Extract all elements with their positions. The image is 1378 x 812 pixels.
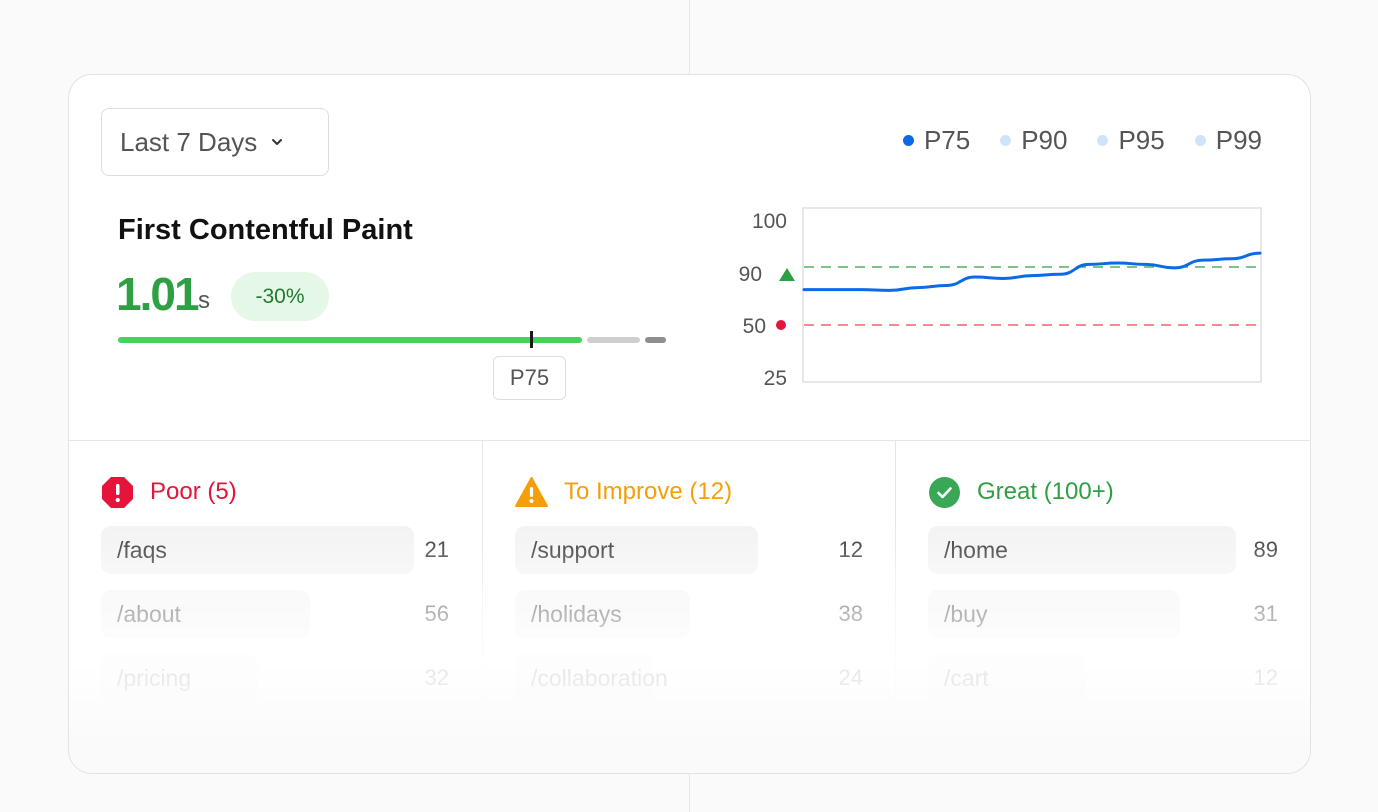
legend-dot-icon [1000, 135, 1012, 146]
legend-label: P95 [1118, 125, 1165, 155]
distribution-bar-poor [645, 337, 666, 343]
y-tick-label: 25 [764, 367, 787, 390]
performance-card: Last 7 Days P75 P90 P95 P99 First Conten… [68, 74, 1311, 774]
percentile-legend: P75 P90 P95 P99 [902, 125, 1262, 156]
group-great: Great (100+) /home 89 /buy 31 /cart 12 [928, 475, 1278, 702]
group-poor: Poor (5) /faqs 21 /about 56 /pricing 32 [101, 475, 449, 702]
page-path[interactable]: /buy [928, 590, 1180, 638]
list-item: /collaboration 24 [515, 654, 863, 702]
section-divider [69, 440, 1310, 441]
column-divider [895, 441, 896, 773]
group-label: To Improve (12) [564, 478, 733, 505]
page-path[interactable]: /cart [928, 654, 1086, 702]
triangle-up-icon [779, 268, 795, 281]
legend-dot-icon [1097, 135, 1109, 146]
page-count: 56 [424, 601, 449, 626]
group-label: Great (100+) [977, 478, 1114, 505]
date-range-dropdown[interactable]: Last 7 Days [101, 108, 329, 176]
page-count: 21 [424, 537, 449, 562]
page-count: 89 [1253, 537, 1278, 562]
legend-label: P99 [1215, 125, 1262, 155]
legend-item-p90[interactable]: P90 [1000, 125, 1067, 156]
page-count: 31 [1253, 601, 1278, 626]
p75-series-line [802, 251, 1262, 292]
fcp-trend-chart: 100 90 50 25 [739, 207, 1262, 390]
y-tick-label: 50 [743, 315, 766, 338]
column-divider [482, 441, 483, 773]
page-path[interactable]: /pricing [101, 654, 258, 702]
delta-badge: -30% [231, 272, 329, 321]
legend-item-p75[interactable]: P75 [902, 125, 971, 156]
chevron-down-icon [272, 139, 283, 145]
group-header: To Improve (12) [515, 475, 863, 509]
page-count: 12 [1253, 665, 1278, 690]
distribution-bar-good [118, 337, 582, 343]
group-to-improve: To Improve (12) /support 12 /holidays 38… [515, 475, 863, 702]
legend-dot-icon [1194, 135, 1206, 146]
legend-item-p95[interactable]: P95 [1097, 125, 1165, 156]
date-range-label: Last 7 Days [120, 126, 258, 157]
page-path[interactable]: /holidays [515, 590, 690, 638]
group-header: Poor (5) [101, 475, 449, 509]
p75-tag: P75 [493, 356, 566, 400]
metric-title: First Contentful Paint [118, 214, 413, 246]
page-count: 38 [838, 601, 863, 626]
metric-unit: s [198, 287, 210, 314]
list-item: /cart 12 [928, 654, 1278, 702]
legend-dot-icon [902, 135, 914, 146]
p75-marker [530, 331, 533, 348]
page-path[interactable]: /support [515, 526, 758, 574]
page-count: 24 [838, 665, 863, 690]
check-circle-icon [929, 476, 960, 508]
page-path[interactable]: /about [101, 590, 310, 638]
legend-label: P90 [1021, 125, 1068, 155]
group-label: Poor (5) [150, 478, 237, 505]
y-tick-label: 90 [739, 263, 762, 286]
alert-octagon-icon [102, 476, 133, 508]
chart-plot-frame [802, 207, 1262, 383]
list-item: /holidays 38 [515, 590, 863, 638]
page-count: 32 [424, 665, 449, 690]
list-item: /about 56 [101, 590, 449, 638]
page-path[interactable]: /faqs [101, 526, 414, 574]
list-item: /pricing 32 [101, 654, 449, 702]
legend-label: P75 [923, 125, 971, 155]
page-count: 12 [838, 537, 863, 562]
distribution-bar-improve [587, 337, 640, 343]
warning-triangle-icon [515, 476, 548, 507]
group-header: Great (100+) [928, 475, 1278, 509]
list-item: /support 12 [515, 526, 863, 574]
list-item: /faqs 21 [101, 526, 449, 574]
y-tick-label: 100 [752, 210, 787, 233]
legend-item-p99[interactable]: P99 [1194, 125, 1262, 156]
metric-value: 1.01 [116, 268, 200, 320]
dot-icon [776, 320, 786, 330]
page-path[interactable]: /collaboration [515, 654, 668, 702]
list-item: /home 89 [928, 526, 1278, 574]
page-path[interactable]: /home [928, 526, 1236, 574]
list-item: /buy 31 [928, 590, 1278, 638]
